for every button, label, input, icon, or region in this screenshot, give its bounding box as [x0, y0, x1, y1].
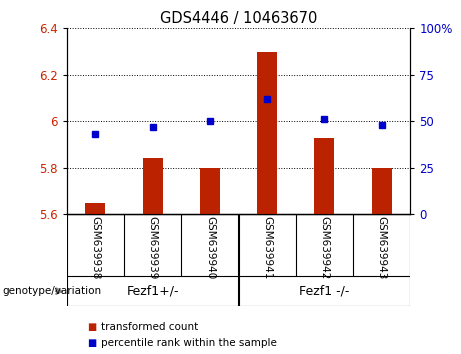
Bar [257, 52, 277, 214]
Text: GSM639938: GSM639938 [90, 216, 100, 279]
Text: GSM639939: GSM639939 [148, 216, 158, 279]
Bar [85, 202, 106, 214]
Bar [314, 137, 334, 214]
Text: Fezf1 -/-: Fezf1 -/- [299, 285, 349, 298]
Text: Fezf1+/-: Fezf1+/- [126, 285, 179, 298]
Text: percentile rank within the sample: percentile rank within the sample [101, 338, 278, 348]
Text: transformed count: transformed count [101, 322, 199, 332]
Text: ■: ■ [88, 322, 97, 332]
Text: GSM639942: GSM639942 [319, 216, 330, 279]
Title: GDS4446 / 10463670: GDS4446 / 10463670 [160, 11, 317, 26]
Bar [143, 159, 163, 214]
Text: GSM639943: GSM639943 [377, 216, 387, 279]
Bar [200, 168, 220, 214]
Bar [372, 168, 392, 214]
Text: ■: ■ [88, 338, 97, 348]
Text: GSM639940: GSM639940 [205, 216, 215, 279]
Text: GSM639941: GSM639941 [262, 216, 272, 279]
Text: genotype/variation: genotype/variation [2, 286, 101, 296]
